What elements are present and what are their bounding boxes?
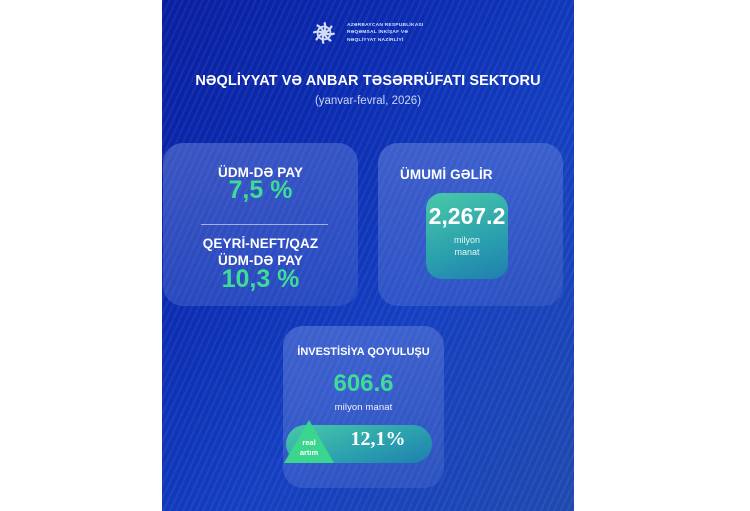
svg-text:real: real (302, 438, 315, 447)
svg-text:artım: artım (300, 448, 319, 457)
